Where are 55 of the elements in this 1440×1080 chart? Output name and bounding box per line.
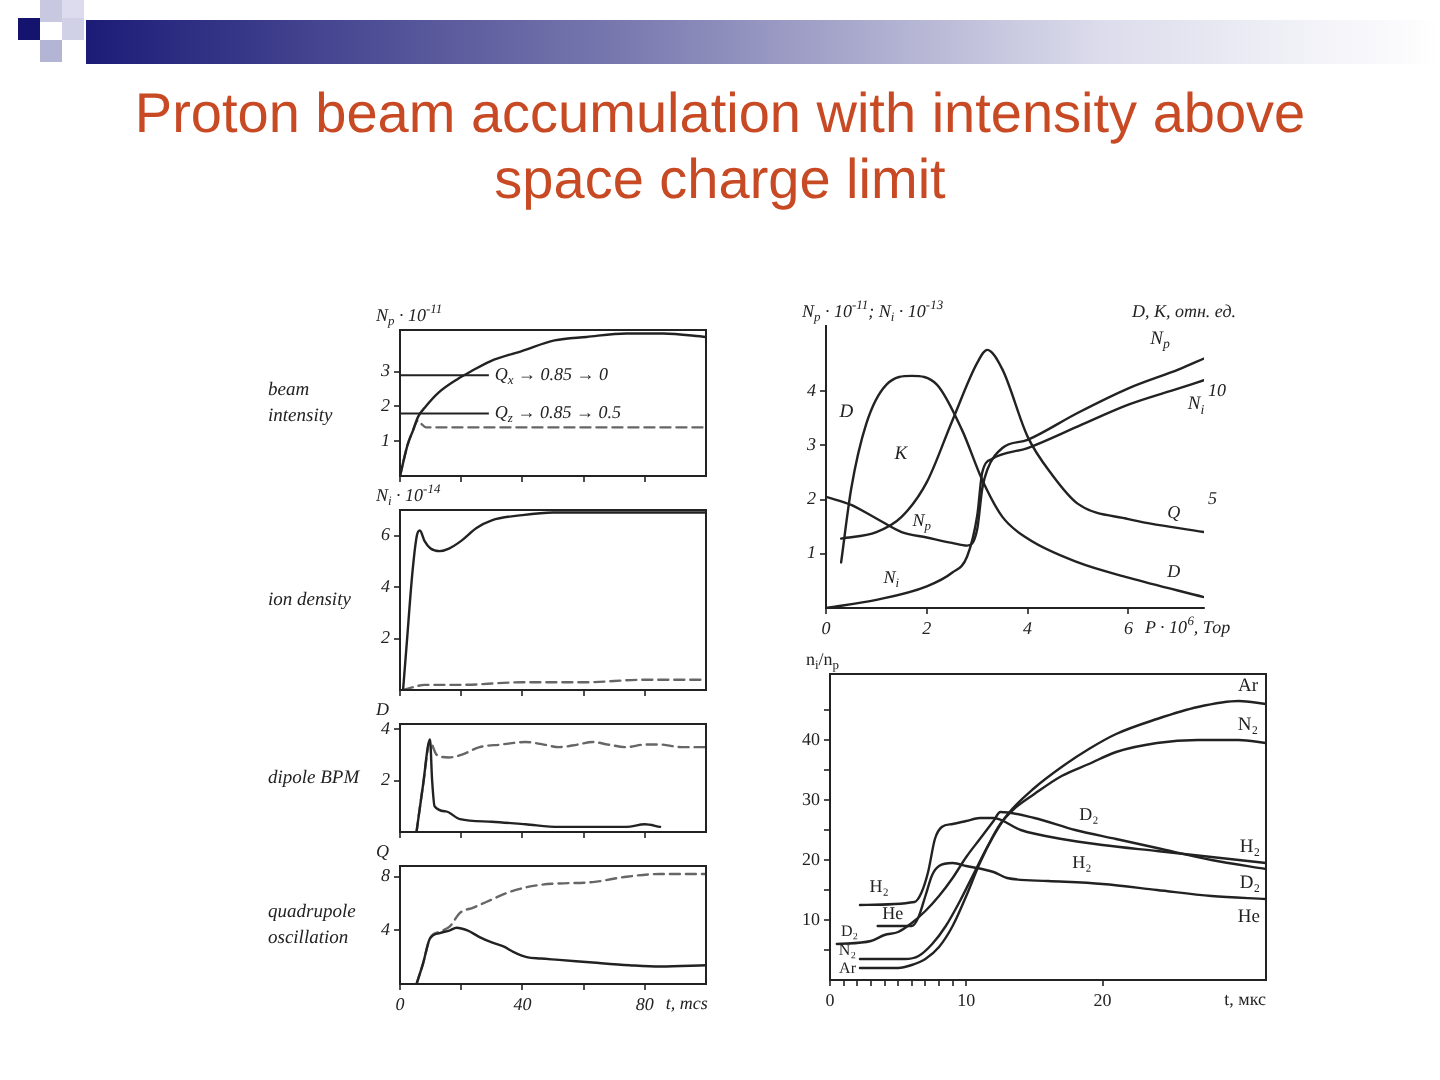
annotation: H₂ <box>1072 851 1092 872</box>
annotation: Q <box>1167 501 1182 522</box>
x-tick-label: 20 <box>1093 989 1113 1010</box>
x-tick-label: 0 <box>821 617 832 638</box>
y-tick-label: 1 <box>381 429 390 450</box>
annotation: D <box>1165 561 1182 582</box>
x-tick-label: 80 <box>635 993 655 1014</box>
annotation: Ar <box>839 959 857 978</box>
y-tick-label: 4 <box>381 717 391 738</box>
y-tick-label: 2 <box>807 488 817 509</box>
y-tick-label: 2 <box>381 395 391 416</box>
text: ion density <box>268 591 353 611</box>
x-tick-label: 10 <box>957 989 977 1010</box>
series-label: He <box>1237 908 1260 928</box>
x-tick-label: 40 <box>513 993 533 1014</box>
y-tick-label: 30 <box>802 788 821 809</box>
text: dipole BPM <box>268 769 362 789</box>
annotation: He <box>882 902 904 923</box>
annotation: N₂ <box>838 941 857 960</box>
y-axis-title: Q <box>376 840 390 861</box>
text: beam intensity <box>268 381 334 427</box>
y-tick-label: 3 <box>805 434 817 455</box>
x-axis-title: t, mcs <box>665 992 709 1013</box>
y-tick-label: 10 <box>802 908 821 929</box>
y-tick-label: 3 <box>379 360 391 381</box>
x-tick-label: 2 <box>922 617 933 638</box>
y2-axis-title: D, K, отн. ед. <box>1129 300 1237 321</box>
y-tick-label: 4 <box>807 379 817 400</box>
y-tick-label: 1 <box>807 542 816 563</box>
annotation: D₂ <box>1079 803 1099 824</box>
y-tick-label: 40 <box>802 728 821 749</box>
y-tick-label: 6 <box>381 524 391 545</box>
y-axis-title: D <box>374 698 390 719</box>
y2-tick-label: 10 <box>1208 379 1227 400</box>
text: quadrupole oscillation <box>268 903 356 949</box>
series-label: D₂ <box>1239 874 1261 894</box>
chart-title: Proton beam accumulation with intensity above space charge limit <box>132 80 1308 212</box>
x-tick-label: 4 <box>1023 617 1034 638</box>
series-label: N₂ <box>1237 716 1259 736</box>
y-tick-label: 20 <box>802 848 821 869</box>
y-tick-label: 2 <box>381 769 391 790</box>
x-tick-label: 6 <box>1123 617 1134 638</box>
series-label: D <box>837 402 854 423</box>
y-tick-label: 4 <box>381 919 391 940</box>
x-tick-label: 0 <box>825 989 836 1010</box>
y2-tick-label: 5 <box>1208 488 1218 509</box>
annotation: D₂ <box>841 922 859 941</box>
series-label: Ar <box>1237 677 1260 697</box>
annotation: H₂ <box>869 875 889 896</box>
y-tick-label: 4 <box>381 575 391 596</box>
series-label: K <box>892 445 909 466</box>
series-label: H₂ <box>1239 838 1261 858</box>
y-tick-label: 8 <box>381 865 391 886</box>
x-axis-title: t, мкс <box>1224 988 1267 1009</box>
x-tick-label: 0 <box>395 993 406 1014</box>
